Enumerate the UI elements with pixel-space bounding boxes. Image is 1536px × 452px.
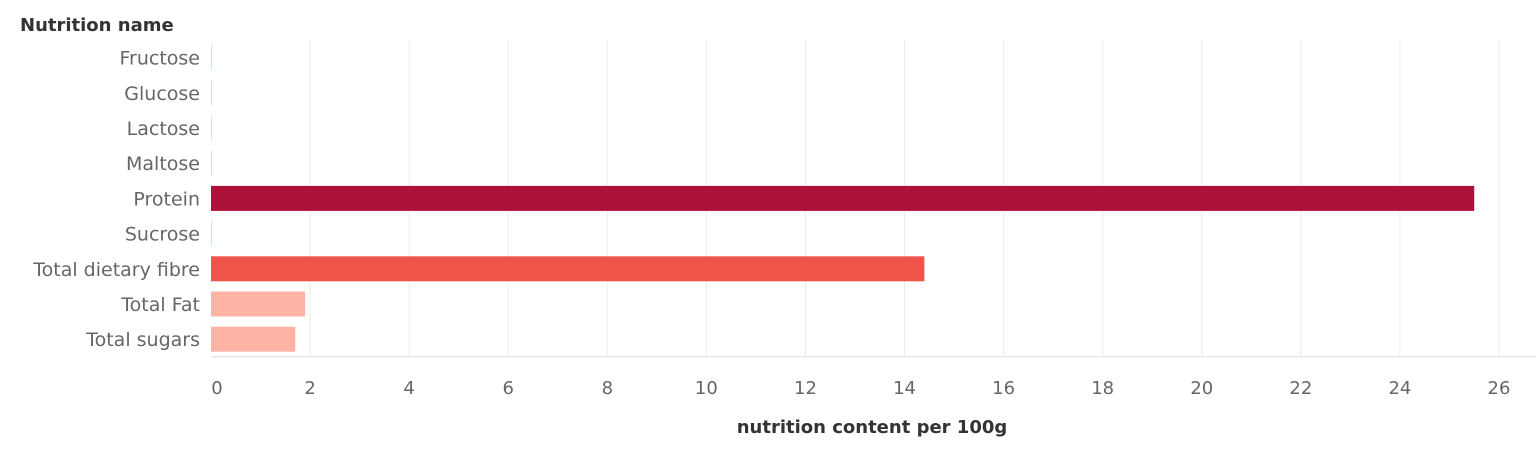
x-tick-label: 22 (1289, 378, 1312, 399)
category-label: Glucose (124, 83, 200, 105)
x-tick-label: 26 (1488, 378, 1511, 399)
category-label: Protein (133, 188, 200, 210)
category-label: Lactose (127, 118, 200, 140)
x-tick-label: 10 (695, 378, 718, 399)
x-axis-title: nutrition content per 100g (737, 417, 1008, 438)
x-tick-label: 14 (893, 378, 916, 399)
bar[interactable] (211, 185, 1475, 211)
x-tick-label: 6 (503, 378, 514, 399)
bar[interactable] (211, 326, 296, 352)
bar[interactable] (211, 150, 212, 176)
category-label: Sucrose (125, 224, 200, 246)
category-label: Maltose (126, 153, 200, 175)
x-axis-ticks: 0 2 4 6 8 10 12 14 16 18 20 22 24 26 (211, 378, 1510, 399)
bar[interactable] (211, 45, 212, 71)
x-tick-label: 0 (211, 378, 222, 399)
x-tick-label: 18 (1091, 378, 1114, 399)
x-tick-label: 8 (602, 378, 613, 399)
category-label: Total dietary fibre (32, 259, 200, 281)
category-label: Total sugars (85, 329, 200, 351)
x-tick-label: 4 (403, 378, 414, 399)
bars (211, 45, 1475, 352)
x-tick-label: 16 (992, 378, 1015, 399)
bar[interactable] (211, 80, 212, 106)
bar[interactable] (211, 256, 925, 282)
bar[interactable] (211, 291, 306, 317)
row-header-title: Nutrition name (20, 15, 174, 36)
bar[interactable] (211, 221, 212, 247)
x-tick-label: 20 (1190, 378, 1213, 399)
category-labels: Fructose Glucose Lactose Maltose Protein Sucr… (32, 48, 200, 352)
bar[interactable] (211, 115, 212, 141)
category-label: Fructose (119, 48, 200, 70)
x-tick-label: 24 (1388, 378, 1411, 399)
category-label: Total Fat (120, 294, 200, 316)
x-tick-label: 12 (794, 378, 817, 399)
x-tick-label: 2 (304, 378, 315, 399)
